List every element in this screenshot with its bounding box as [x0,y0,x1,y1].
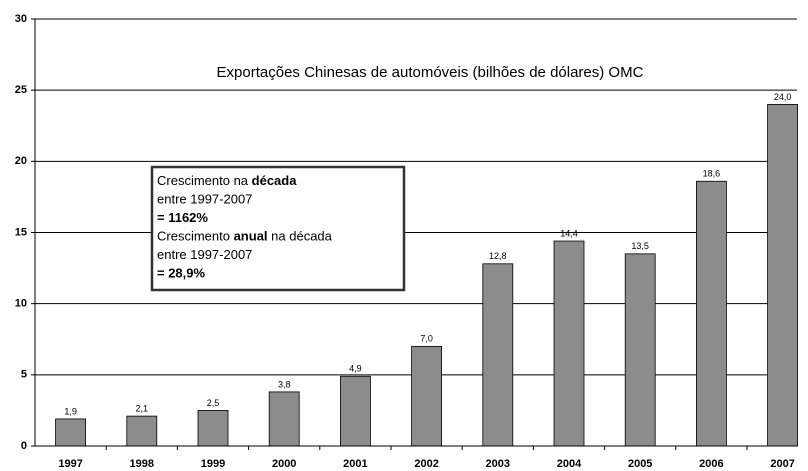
bar [126,415,158,447]
x-tick-label: 2001 [343,458,367,470]
data-label: 24,0 [774,92,792,102]
y-tick-label: 30 [15,13,27,25]
bar [482,263,514,447]
data-label: 14,4 [560,228,578,238]
bar [197,410,229,447]
bar [624,253,656,447]
annotation-text: entre 1997-2007 [157,247,252,262]
data-label: 12,8 [489,251,507,261]
annotation-line: = 28,9% [157,266,206,281]
bar [268,391,300,447]
data-label: 2,1 [136,403,149,413]
annotation-line: entre 1997-2007 [157,192,252,207]
x-tick-label: 2007 [770,458,794,470]
annotation-text: Crescimento [157,229,234,244]
bar [696,180,727,447]
chart-title: Exportações Chinesas de automóveis (bilh… [217,64,644,81]
x-tick-label: 1998 [130,458,154,470]
data-label: 13,5 [631,241,649,251]
annotation-line: Crescimento anual na década [157,229,333,244]
y-tick-label: 15 [15,226,27,238]
x-tick-label: 2003 [486,458,510,470]
data-label: 18,6 [703,169,721,179]
y-tick-label: 20 [15,155,27,167]
data-label: 2,5 [207,398,220,408]
x-tick-label: 2000 [272,458,296,470]
x-tick-label: 2005 [628,458,652,470]
y-tick-label: 0 [21,440,27,452]
bar [411,345,443,447]
x-tick-label: 1999 [201,458,225,470]
data-label: 4,9 [349,364,362,374]
annotation-text: anual [234,229,268,244]
y-tick-label: 10 [15,298,27,310]
annotation-line: = 1162% [157,210,208,225]
x-tick-label: 2004 [557,458,582,470]
annotation-line: Crescimento na década [157,173,297,188]
x-tick-label: 2006 [699,458,723,470]
annotation-text: Crescimento na [157,173,252,188]
y-tick-label: 25 [15,84,27,96]
annotation-text: década [252,173,298,188]
data-label: 1,9 [64,406,77,416]
annotation-line: entre 1997-2007 [157,247,252,262]
data-label: 3,8 [278,379,291,389]
annotation-text: = 28,9% [157,266,206,281]
y-tick-label: 5 [21,369,27,381]
bar [767,104,798,447]
annotation-text: entre 1997-2007 [157,192,252,207]
x-tick-label: 2002 [414,458,438,470]
annotation-text: na década [268,229,333,244]
bar [339,375,371,447]
annotation-text: = 1162% [157,210,208,225]
annotation-box [150,165,406,292]
x-tick-label: 1997 [58,458,82,470]
bar [55,418,86,447]
bar [553,240,585,447]
data-label: 7,0 [420,334,433,344]
